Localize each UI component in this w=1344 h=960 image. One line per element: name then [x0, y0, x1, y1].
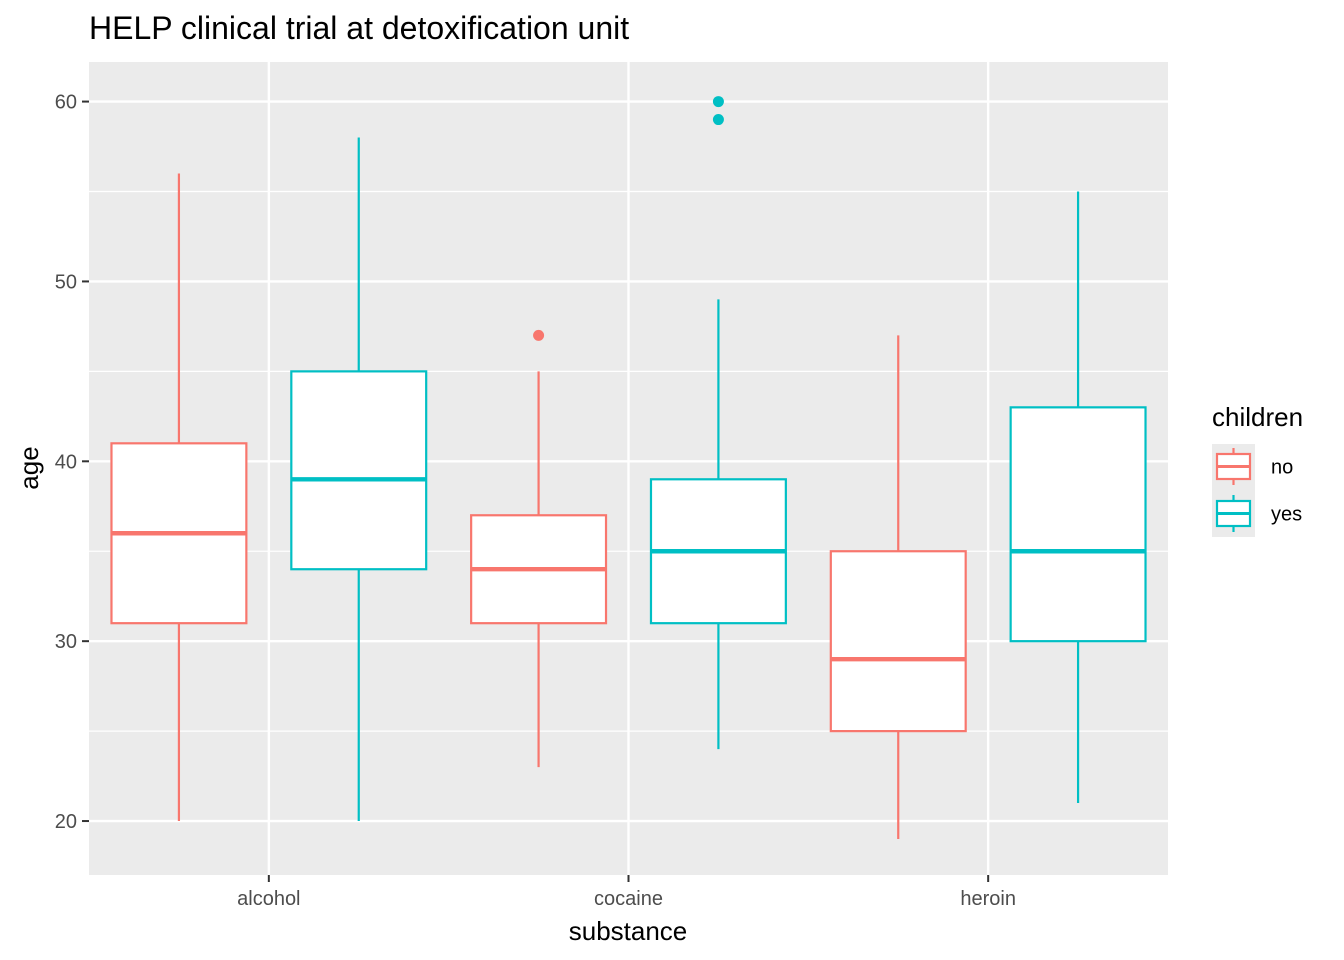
x-tick-label: cocaine — [594, 888, 663, 910]
x-tick-label: alcohol — [237, 888, 300, 910]
legend-key-yes — [1215, 495, 1252, 532]
boxes — [110, 96, 1147, 840]
y-axis-title: age — [14, 446, 44, 489]
y-tick-label: 20 — [55, 811, 77, 833]
y-tick-label: 60 — [55, 92, 77, 114]
gridlines — [89, 62, 1168, 875]
x-tick-label: heroin — [960, 888, 1016, 910]
y-tick-label: 30 — [55, 631, 77, 653]
outlier-point — [712, 96, 724, 108]
outlier-point — [712, 114, 724, 126]
x-axis-title: substance — [569, 916, 688, 946]
box-no-alcohol — [110, 173, 248, 822]
y-tick-label: 50 — [55, 271, 77, 293]
y-tick-label: 40 — [55, 451, 77, 473]
box-iqr — [290, 370, 428, 571]
legend-label: yes — [1271, 504, 1302, 526]
box-yes-cocaine — [649, 96, 787, 750]
legend-label: no — [1271, 457, 1293, 479]
box-yes-alcohol — [290, 137, 428, 822]
box-no-heroin — [829, 335, 967, 840]
legend-title: children — [1212, 402, 1303, 432]
box-iqr — [1009, 406, 1147, 643]
x-axis: alcohol cocaine heroin — [237, 875, 1016, 910]
box-no-cocaine — [470, 329, 608, 768]
box-iqr — [829, 550, 967, 733]
legend: children no yes — [1212, 402, 1303, 537]
y-axis: 20 30 40 50 60 — [55, 92, 89, 833]
legend-key-no — [1215, 448, 1252, 485]
box-yes-heroin — [1009, 191, 1147, 804]
chart-title: HELP clinical trial at detoxification un… — [89, 10, 629, 46]
outlier-point — [533, 329, 545, 341]
